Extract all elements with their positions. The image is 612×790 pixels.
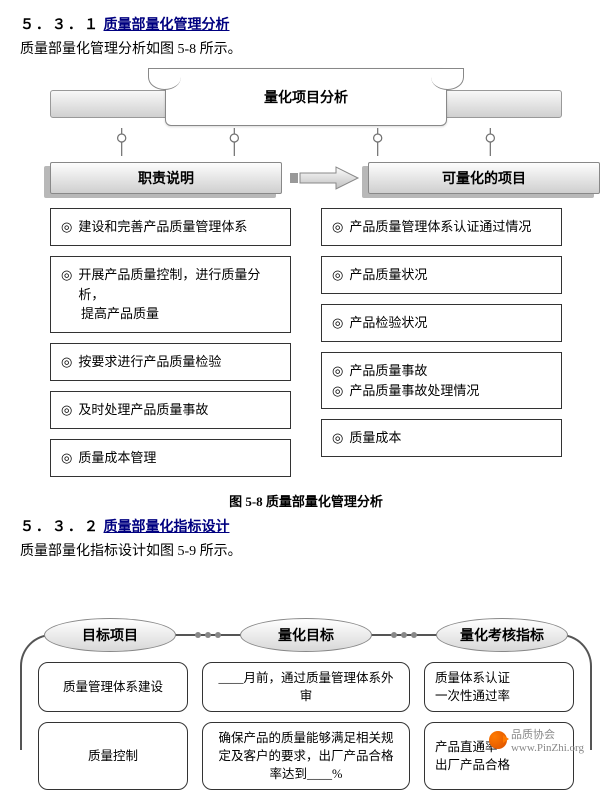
- list-item: ◎ 产品质量状况: [321, 256, 562, 294]
- list-item-text: 产品质量状况: [349, 265, 427, 285]
- section-intro-531: 质量部量化管理分析如图 5-8 所示。: [20, 38, 592, 58]
- list-item: ◎ 建设和完善产品质量管理体系: [50, 208, 291, 246]
- section-title: 质量部量化指标设计: [104, 520, 230, 535]
- section-number: ５．３．２: [20, 520, 100, 535]
- d2-cell-kpi: 质量体系认证一次性通过率: [424, 662, 574, 712]
- connectors: [50, 128, 562, 162]
- section-intro-532: 质量部量化指标设计如图 5-9 所示。: [20, 540, 592, 560]
- list-item-text: 产品质量管理体系认证通过情况: [349, 217, 531, 237]
- list-item-text: 提高产品质量: [81, 304, 159, 324]
- d2-header-3: 量化考核指标: [436, 618, 568, 652]
- bullet-icon: ◎: [332, 361, 343, 381]
- d2-headers: 目标项目 量化目标 量化考核指标: [44, 618, 568, 652]
- watermark-text1: 品质协会: [511, 729, 555, 741]
- d2-header-2: 量化目标: [240, 618, 372, 652]
- d2-cell-goal: ____月前，通过质量管理体系外审: [202, 662, 410, 712]
- watermark-text2: www.PinZhi.org: [511, 742, 584, 754]
- list-item-text: 及时处理产品质量事故: [78, 400, 208, 420]
- d2-cell-goal: 确保产品的质量能够满足相关规定及客户的要求，出厂产品合格率达到____%: [202, 722, 410, 790]
- bullet-icon: ◎: [61, 265, 72, 304]
- bullet-icon: ◎: [61, 400, 72, 420]
- watermark-logo-icon: [489, 731, 507, 749]
- bullet-icon: ◎: [332, 313, 343, 333]
- list-item: ◎ 产品质量事故 ◎ 产品质量事故处理情况: [321, 352, 562, 409]
- bullet-icon: ◎: [332, 217, 343, 237]
- list-item: ◎开展产品质量控制，进行质量分析，提高产品质量: [50, 256, 291, 333]
- list-item: ◎ 质量成本: [321, 419, 562, 457]
- left-header: 职责说明: [138, 168, 194, 188]
- section-number: ５．３．１: [20, 18, 100, 33]
- right-header-pill: 可量化的项目: [368, 162, 600, 194]
- banner: 量化项目分析: [50, 68, 562, 128]
- arrow-icon: [290, 165, 360, 191]
- bullet-icon: ◎: [61, 217, 72, 237]
- left-column: ◎建设和完善产品质量管理体系◎开展产品质量控制，进行质量分析，提高产品质量◎按要…: [50, 208, 291, 477]
- list-item: ◎ 质量成本管理: [50, 439, 291, 477]
- figure-caption-58: 图 5-8 质量部量化管理分析: [20, 491, 592, 510]
- left-header-pill: 职责说明: [50, 162, 282, 194]
- d2-cell-target: 质量管理体系建设: [38, 662, 188, 712]
- banner-title: 量化项目分析: [264, 87, 348, 107]
- header-row: 职责说明 可量化的项目: [50, 162, 562, 194]
- list-item-text: 质量成本: [349, 428, 401, 448]
- list-item-text: 开展产品质量控制，进行质量分析，: [78, 265, 280, 304]
- section-heading-532: ５．３．２ 质量部量化指标设计: [20, 516, 592, 536]
- list-item: ◎ 及时处理产品质量事故: [50, 391, 291, 429]
- bullet-icon: ◎: [332, 381, 343, 401]
- list-item: ◎ 产品质量管理体系认证通过情况: [321, 208, 562, 246]
- bullet-icon: ◎: [332, 428, 343, 448]
- banner-center: 量化项目分析: [165, 68, 447, 126]
- right-column: ◎ 产品质量管理体系认证通过情况 ◎ 产品质量状况 ◎ 产品检验状况 ◎ 产品质量事故 ◎ 产品质…: [321, 208, 562, 477]
- d2-header-1: 目标项目: [44, 618, 176, 652]
- right-header: 可量化的项目: [442, 168, 526, 188]
- list-item-text: 产品质量事故: [349, 361, 427, 381]
- list-item: ◎ 按要求进行产品质量检验: [50, 343, 291, 381]
- list-item-text: 按要求进行产品质量检验: [78, 352, 221, 372]
- list-item-text: 建设和完善产品质量管理体系: [78, 217, 247, 237]
- list-item-text: 产品质量事故处理情况: [349, 381, 479, 401]
- watermark: 品质协会 www.PinZhi.org: [489, 726, 584, 754]
- d2-cell-target: 质量控制: [38, 722, 188, 790]
- bullet-icon: ◎: [61, 448, 72, 468]
- d2-link-dots: [176, 632, 240, 638]
- list-item-text: 产品检验状况: [349, 313, 427, 333]
- section-title: 质量部量化管理分析: [104, 18, 230, 33]
- list-item-text: 质量成本管理: [78, 448, 156, 468]
- bullet-icon: ◎: [332, 265, 343, 285]
- list-item: ◎ 产品检验状况: [321, 304, 562, 342]
- bullet-icon: ◎: [61, 352, 72, 372]
- columns: ◎建设和完善产品质量管理体系◎开展产品质量控制，进行质量分析，提高产品质量◎按要…: [50, 208, 562, 477]
- diagram-59: 目标项目 量化目标 量化考核指标 质量管理体系建设 ____月前，通过质量管理体系…: [20, 600, 592, 750]
- section-heading-531: ５．３．１ 质量部量化管理分析: [20, 14, 592, 34]
- d2-link-dots: [372, 632, 436, 638]
